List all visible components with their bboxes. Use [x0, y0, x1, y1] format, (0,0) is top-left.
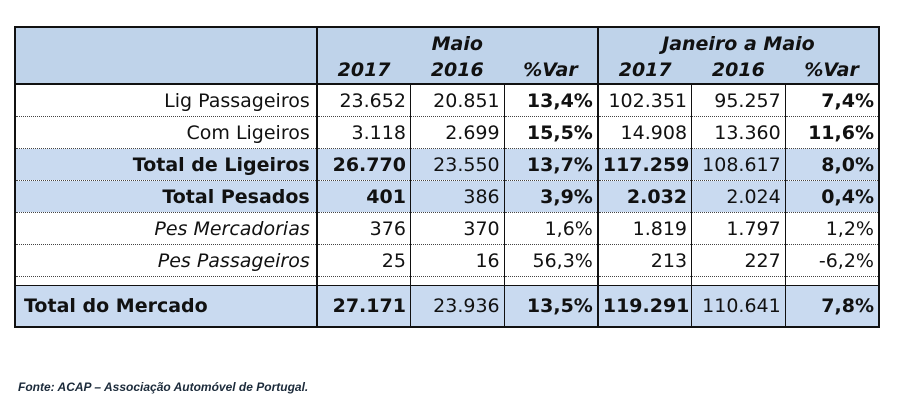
cell: 1,6% — [503, 212, 598, 245]
header-corner-2 — [15, 57, 317, 85]
cell: 1.797 — [691, 212, 786, 245]
header-col: 2017 — [315, 57, 411, 85]
header-col: 2016 — [410, 57, 505, 85]
cell: 2.699 — [409, 116, 505, 149]
cell: 13,7% — [503, 148, 598, 181]
header-col: %Var — [785, 57, 879, 85]
cell: 7,4% — [784, 84, 879, 117]
cell: 23.550 — [409, 148, 505, 181]
table-row: Com Ligeiros 3.118 2.699 15,5% 14.908 13… — [15, 116, 879, 149]
cell: 2.024 — [691, 180, 786, 213]
cell: 27.171 — [315, 285, 411, 328]
header-corner — [15, 27, 317, 57]
header-col: 2017 — [596, 57, 692, 85]
cell: 25 — [315, 244, 411, 277]
cell: 23.936 — [409, 285, 505, 328]
cell: 401 — [315, 180, 411, 213]
row-label: Pes Passageiros — [15, 244, 317, 277]
cell: 13.360 — [691, 116, 786, 149]
header-row-groups: Maio Janeiro a Maio — [15, 27, 879, 57]
spacer-row — [15, 276, 879, 286]
cell: 13,5% — [503, 285, 598, 328]
cell: 108.617 — [691, 148, 786, 181]
header-group-maio: Maio — [315, 27, 598, 57]
cell: 56,3% — [503, 244, 598, 277]
cell: 16 — [409, 244, 505, 277]
row-label: Lig Passageiros — [15, 84, 317, 117]
cell: 386 — [409, 180, 505, 213]
cell: 2.032 — [596, 180, 692, 213]
header-row-columns: 2017 2016 %Var 2017 2016 %Var — [15, 57, 879, 85]
table-row: Pes Passageiros 25 16 56,3% 213 227 -6,2… — [15, 244, 879, 277]
row-label: Pes Mercadorias — [15, 212, 317, 245]
cell: 119.291 — [596, 285, 692, 328]
cell: 11,6% — [784, 116, 879, 149]
total-label: Total do Mercado — [15, 285, 317, 328]
cell: 376 — [315, 212, 411, 245]
cell: -6,2% — [784, 244, 879, 277]
table-row: Lig Passageiros 23.652 20.851 13,4% 102.… — [15, 84, 879, 117]
cell: 20.851 — [409, 84, 505, 117]
market-table: Maio Janeiro a Maio 2017 2016 %Var 2017 … — [14, 26, 880, 328]
table-row: Total Pesados 401 386 3,9% 2.032 2.024 0… — [15, 180, 879, 213]
cell: 102.351 — [596, 84, 692, 117]
cell: 1,2% — [784, 212, 879, 245]
cell: 213 — [596, 244, 692, 277]
header-col: %Var — [504, 57, 598, 85]
cell: 1.819 — [596, 212, 692, 245]
table-row: Total de Ligeiros 26.770 23.550 13,7% 11… — [15, 148, 879, 181]
cell: 227 — [691, 244, 786, 277]
cell: 7,8% — [784, 285, 879, 328]
header-group-jan-maio: Janeiro a Maio — [596, 27, 879, 57]
total-row: Total do Mercado 27.171 23.936 13,5% 119… — [15, 285, 879, 328]
cell: 14.908 — [596, 116, 692, 149]
cell: 3,9% — [503, 180, 598, 213]
source-note: Fonte: ACAP – Associação Automóvel de Po… — [18, 380, 309, 394]
cell: 0,4% — [784, 180, 879, 213]
market-table-container: Maio Janeiro a Maio 2017 2016 %Var 2017 … — [14, 26, 880, 328]
cell: 117.259 — [596, 148, 692, 181]
header-col: 2016 — [691, 57, 786, 85]
cell: 95.257 — [691, 84, 786, 117]
cell: 8,0% — [784, 148, 879, 181]
cell: 13,4% — [503, 84, 598, 117]
cell: 26.770 — [315, 148, 411, 181]
cell: 3.118 — [315, 116, 411, 149]
row-label: Total Pesados — [15, 180, 317, 213]
cell: 110.641 — [691, 285, 786, 328]
table-row: Pes Mercadorias 376 370 1,6% 1.819 1.797… — [15, 212, 879, 245]
cell: 15,5% — [503, 116, 598, 149]
row-label: Com Ligeiros — [15, 116, 317, 149]
row-label: Total de Ligeiros — [15, 148, 317, 181]
cell: 370 — [409, 212, 505, 245]
cell: 23.652 — [315, 84, 411, 117]
